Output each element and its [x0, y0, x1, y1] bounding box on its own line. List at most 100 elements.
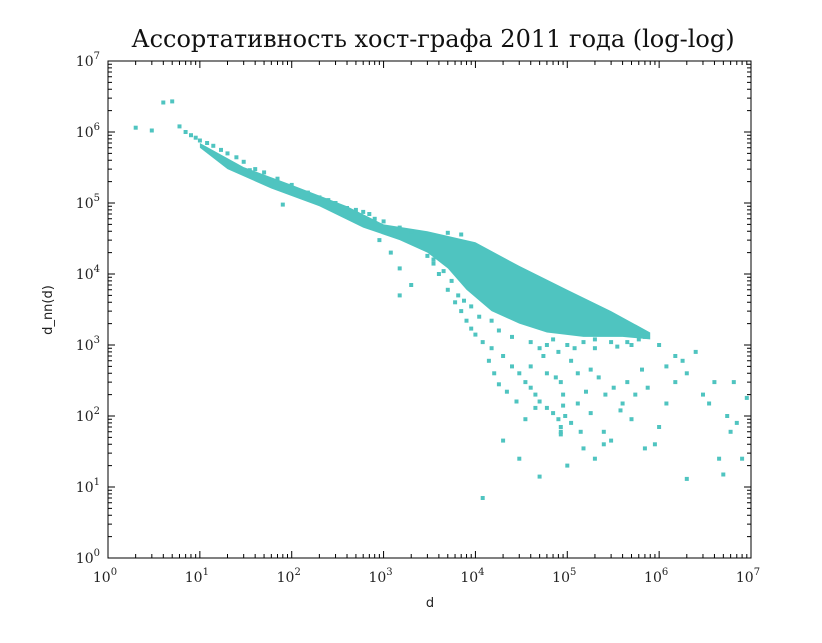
data-point: [603, 392, 608, 397]
data-point: [565, 463, 570, 468]
data-point: [558, 429, 563, 434]
data-point: [492, 371, 497, 376]
y-tick-label: 101: [76, 477, 100, 496]
data-point: [257, 174, 262, 178]
data-point: [581, 446, 586, 451]
data-point: [469, 304, 474, 309]
data-point: [618, 408, 623, 413]
data-point: [269, 179, 274, 184]
data-point: [445, 230, 450, 235]
data-point: [642, 446, 647, 451]
data-point: [496, 382, 501, 387]
data-point: [640, 367, 644, 372]
x-axis: 100 101 102 103 104 105 106 107: [93, 61, 760, 586]
data-point: [575, 401, 580, 406]
data-point: [684, 371, 689, 376]
data-point: [149, 128, 154, 133]
data-point: [225, 151, 230, 156]
data-point: [533, 405, 538, 410]
data-point: [449, 278, 454, 283]
x-tick-label: 104: [460, 567, 484, 586]
x-tick-label: 107: [736, 567, 760, 586]
data-point: [464, 318, 469, 323]
data-point: [345, 206, 349, 210]
data-point: [565, 343, 570, 347]
data-point: [133, 125, 138, 130]
data-point: [462, 298, 466, 303]
data-point: [551, 411, 556, 416]
data-point: [517, 371, 522, 376]
data-point: [161, 100, 166, 105]
data-point: [397, 293, 402, 298]
x-axis-label: d: [426, 596, 434, 611]
data-point: [544, 405, 549, 410]
data-point: [510, 334, 514, 339]
data-point: [431, 261, 436, 266]
data-point: [501, 354, 506, 358]
data-point: [561, 392, 566, 397]
data-point: [241, 159, 246, 164]
data-point: [728, 429, 733, 434]
data-point: [645, 385, 650, 390]
data-point: [636, 337, 641, 342]
data-point: [717, 456, 722, 461]
data-point: [436, 272, 441, 276]
data-point: [611, 385, 616, 390]
data-point: [353, 207, 358, 212]
data-point: [326, 198, 331, 203]
x-tick-label: 100: [93, 567, 117, 586]
data-point: [561, 403, 566, 408]
y-tick-label: 102: [76, 406, 100, 425]
data-point: [397, 225, 402, 230]
data-point: [625, 380, 630, 385]
data-point: [409, 229, 414, 234]
data-point: [592, 337, 597, 342]
data-point: [425, 253, 430, 258]
y-tick-label: 105: [76, 193, 100, 212]
data-point: [673, 380, 678, 385]
data-point: [480, 496, 485, 500]
data-point: [569, 420, 574, 425]
data-point: [528, 340, 533, 345]
data-point: [740, 456, 745, 461]
data-point: [556, 417, 561, 422]
dense-point-cloud: [199, 143, 651, 340]
data-point: [609, 438, 614, 443]
data-point: [544, 371, 549, 376]
data-point: [377, 238, 382, 243]
data-point: [333, 201, 338, 205]
data-point: [537, 346, 542, 351]
y-tick-label: 107: [76, 51, 100, 70]
data-point: [441, 269, 446, 274]
y-axis-label: d_nn(d): [41, 285, 56, 335]
data-point: [629, 343, 634, 347]
data-point: [664, 364, 669, 369]
data-point: [431, 257, 436, 262]
data-point: [652, 442, 657, 447]
data-point: [533, 392, 538, 397]
data-point: [609, 340, 614, 345]
data-point: [569, 358, 574, 363]
data-point: [601, 442, 606, 447]
data-point: [588, 367, 593, 372]
data-point: [372, 216, 377, 221]
data-point: [510, 364, 514, 369]
data-point: [501, 438, 506, 443]
x-tick-label: 106: [644, 567, 668, 586]
data-point: [575, 371, 580, 376]
data-point: [657, 425, 662, 429]
data-point: [361, 209, 366, 214]
data-point: [170, 99, 175, 104]
data-point: [409, 283, 414, 287]
data-point: [275, 176, 280, 181]
data-point: [673, 354, 678, 358]
data-point: [712, 380, 717, 385]
data-point: [280, 202, 285, 207]
data-point: [578, 429, 583, 434]
y-tick-label: 100: [76, 548, 100, 567]
data-point: [189, 133, 193, 138]
plot-frame: [107, 60, 752, 559]
data-point: [197, 138, 202, 143]
data-point: [558, 425, 563, 429]
